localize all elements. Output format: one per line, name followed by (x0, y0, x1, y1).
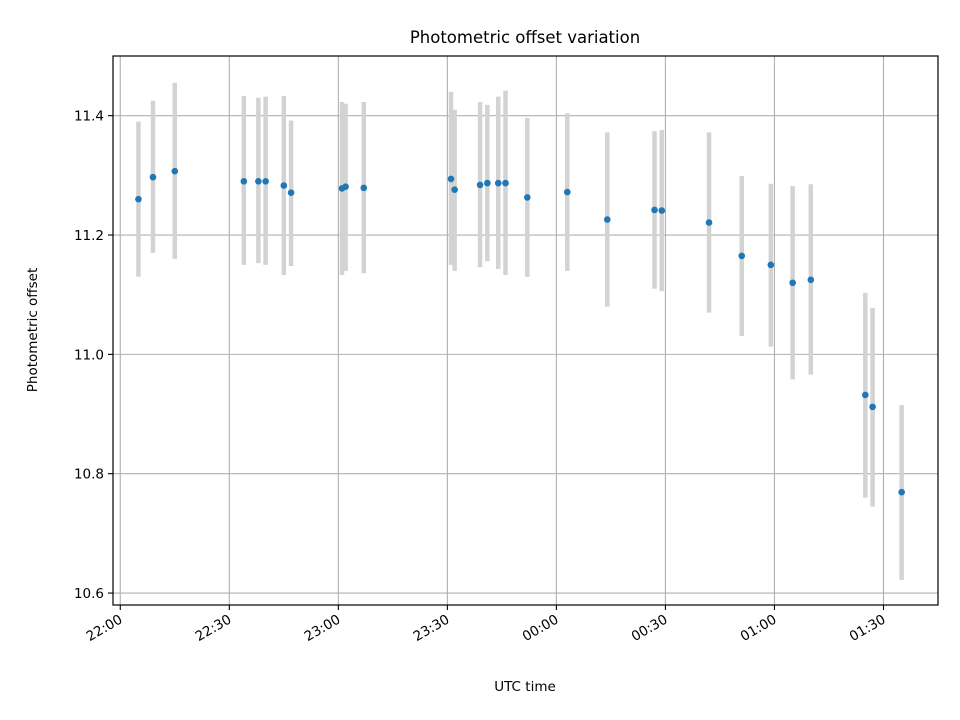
data-point (451, 186, 458, 193)
data-point (447, 175, 455, 183)
data-point (280, 182, 288, 189)
plot-frame (112, 55, 939, 606)
data-point (524, 194, 531, 201)
x-axis-label: UTC time (494, 679, 556, 695)
data-point (738, 252, 746, 260)
data-point (898, 488, 905, 496)
data-point (651, 206, 658, 214)
data-point (705, 219, 713, 226)
data-point (869, 403, 876, 411)
data-point (502, 179, 509, 187)
data-point (149, 173, 157, 181)
data-point (287, 189, 295, 196)
data-point (484, 179, 491, 187)
data-point (240, 178, 248, 185)
data-point (494, 179, 502, 187)
data-point (767, 261, 775, 269)
y-tick-label: 11.0 (74, 347, 104, 363)
y-tick-label: 10.8 (74, 467, 104, 483)
y-tick-label: 10.6 (74, 586, 104, 602)
data-point (171, 167, 179, 175)
data-point (476, 181, 484, 189)
chart-title: Photometric offset variation (410, 28, 640, 47)
y-axis-label: Photometric offset (25, 268, 41, 392)
data-point (603, 216, 611, 223)
data-point (862, 391, 869, 399)
y-tick-label: 11.2 (74, 228, 104, 244)
y-tick-label: 11.4 (74, 109, 104, 125)
data-point (342, 183, 349, 190)
grid-layer (113, 56, 938, 605)
data-point (658, 207, 666, 214)
data-point (255, 178, 262, 185)
point-layer (135, 167, 905, 496)
data-point (563, 188, 571, 196)
data-point (262, 178, 269, 185)
data-point (360, 184, 368, 192)
data-point (807, 276, 815, 284)
data-point (135, 195, 142, 203)
data-point (789, 279, 796, 287)
